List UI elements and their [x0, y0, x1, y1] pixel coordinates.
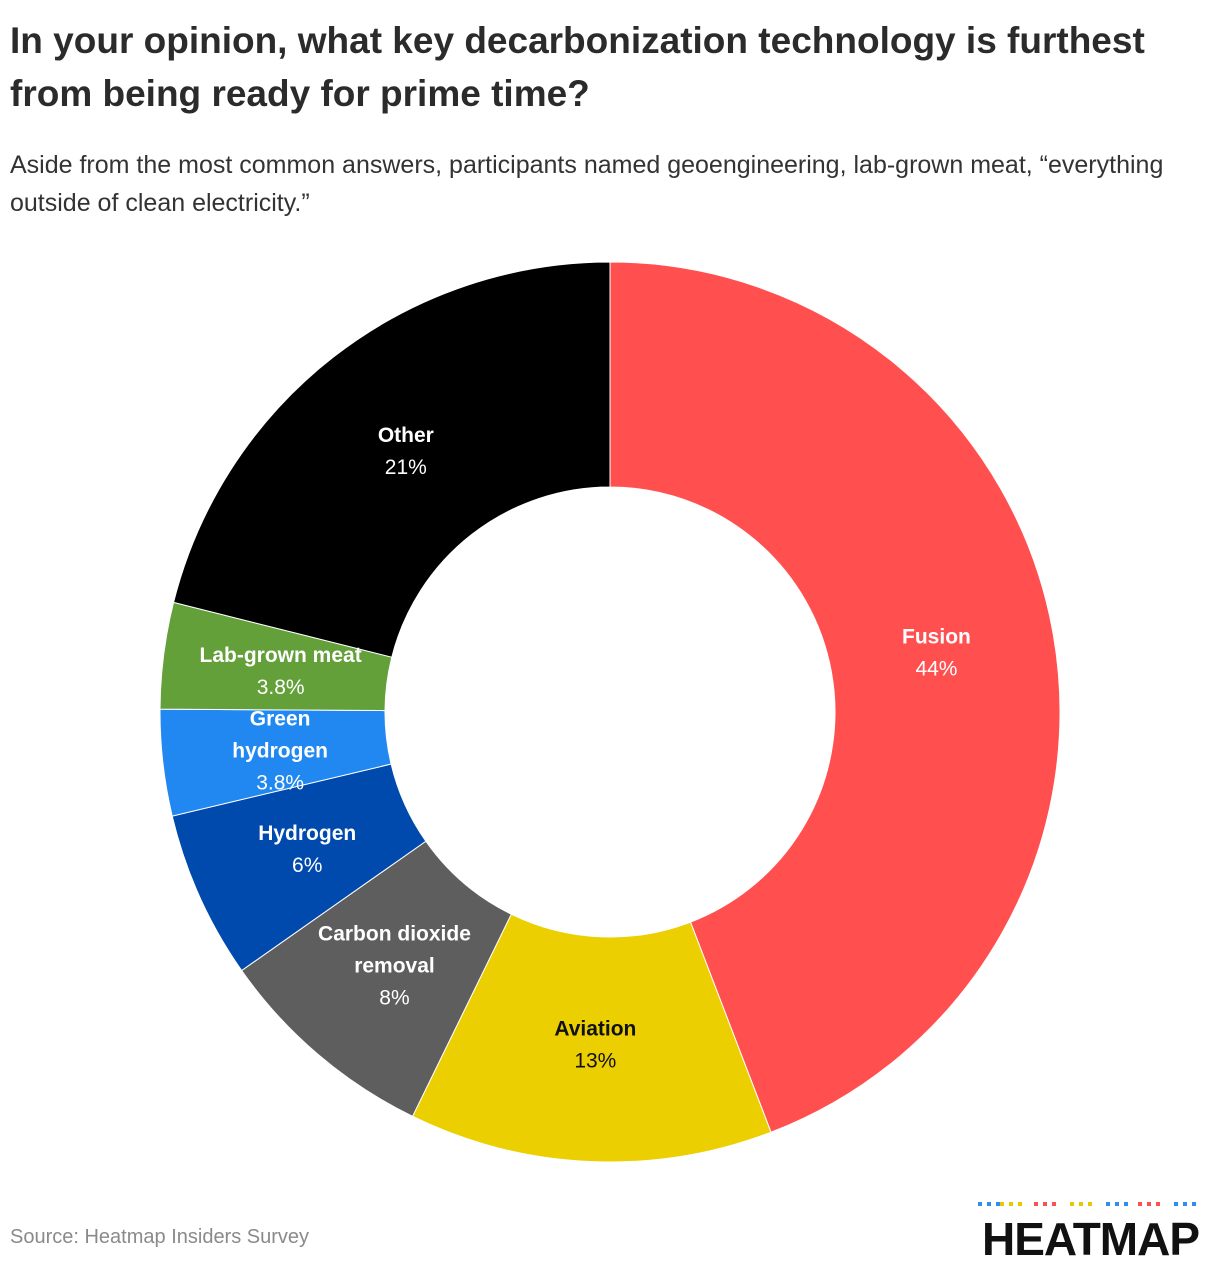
chart-title: In your opinion, what key decarbonizatio… — [10, 20, 1145, 114]
slice-label-name: removal — [354, 955, 435, 978]
logo-dot — [987, 1202, 991, 1206]
slice-label-name: Green — [250, 708, 311, 731]
logo-dot — [1070, 1202, 1074, 1206]
logo-dot — [996, 1202, 1000, 1206]
slice-label-name: Fusion — [902, 626, 971, 649]
logo-dot — [1079, 1202, 1083, 1206]
logo-dot — [1018, 1202, 1022, 1206]
slice-6 — [172, 261, 611, 658]
logo-dot — [978, 1202, 982, 1206]
logo-dot — [1043, 1202, 1047, 1206]
logo-dot — [1000, 1202, 1004, 1206]
slice-label-value: 21% — [385, 456, 427, 479]
slice-1 — [411, 913, 772, 1163]
source-note: Source: Heatmap Insiders Survey — [10, 1226, 310, 1248]
slice-label-0: Fusion 44% — [902, 626, 971, 681]
logo-dot — [1106, 1202, 1110, 1206]
logo-dot — [1156, 1202, 1160, 1206]
slice-label-1: Aviation 13% — [554, 1018, 636, 1073]
slice-label-3: Hydrogen 6% — [258, 822, 356, 877]
logo-dot — [1183, 1202, 1187, 1206]
slice-label-5: Lab-grown meat 3.8% — [200, 644, 362, 699]
logo-dot — [1009, 1202, 1013, 1206]
slice-label-6: Other 21% — [378, 424, 434, 479]
slice-label-value: 3.8% — [257, 676, 305, 699]
slice-label-2: Carbon dioxide removal 8% — [318, 923, 471, 1010]
logo-dot — [1115, 1202, 1119, 1206]
logo-dot — [1034, 1202, 1038, 1206]
slice-label-name: hydrogen — [232, 740, 328, 763]
logo-dots-icon — [978, 1202, 1196, 1206]
logo-dot — [1174, 1202, 1178, 1206]
chart-subtitle: Aside from the most common answers, part… — [10, 151, 1164, 217]
slice-label-name: Aviation — [554, 1018, 636, 1041]
logo-dot — [1088, 1202, 1092, 1206]
logo-dot — [1138, 1202, 1142, 1206]
slice-labels: Fusion 44% Aviation 13% Carbon dioxide remova… — [200, 424, 971, 1072]
heatmap-logo: HEATMAP — [978, 1200, 1210, 1270]
slice-label-value: 6% — [292, 854, 322, 877]
slice-label-value: 13% — [574, 1050, 616, 1073]
slice-label-value: 8% — [379, 987, 409, 1010]
donut-slices — [159, 261, 1061, 1163]
logo-dot — [1124, 1202, 1128, 1206]
logo-dot — [1192, 1202, 1196, 1206]
slice-label-name: Carbon dioxide — [318, 923, 471, 946]
slice-label-value: 44% — [915, 658, 957, 681]
slice-label-value: 3.8% — [256, 772, 304, 795]
slice-label-4: Green hydrogen 3.8% — [232, 708, 328, 795]
slice-label-name: Other — [378, 424, 434, 447]
logo-wordmark: HEATMAP — [982, 1213, 1200, 1265]
logo-dot — [1147, 1202, 1151, 1206]
logo-dot — [1052, 1202, 1056, 1206]
slice-label-name: Lab-grown meat — [200, 644, 362, 667]
slice-0 — [609, 261, 1061, 1133]
slice-label-name: Hydrogen — [258, 822, 356, 845]
